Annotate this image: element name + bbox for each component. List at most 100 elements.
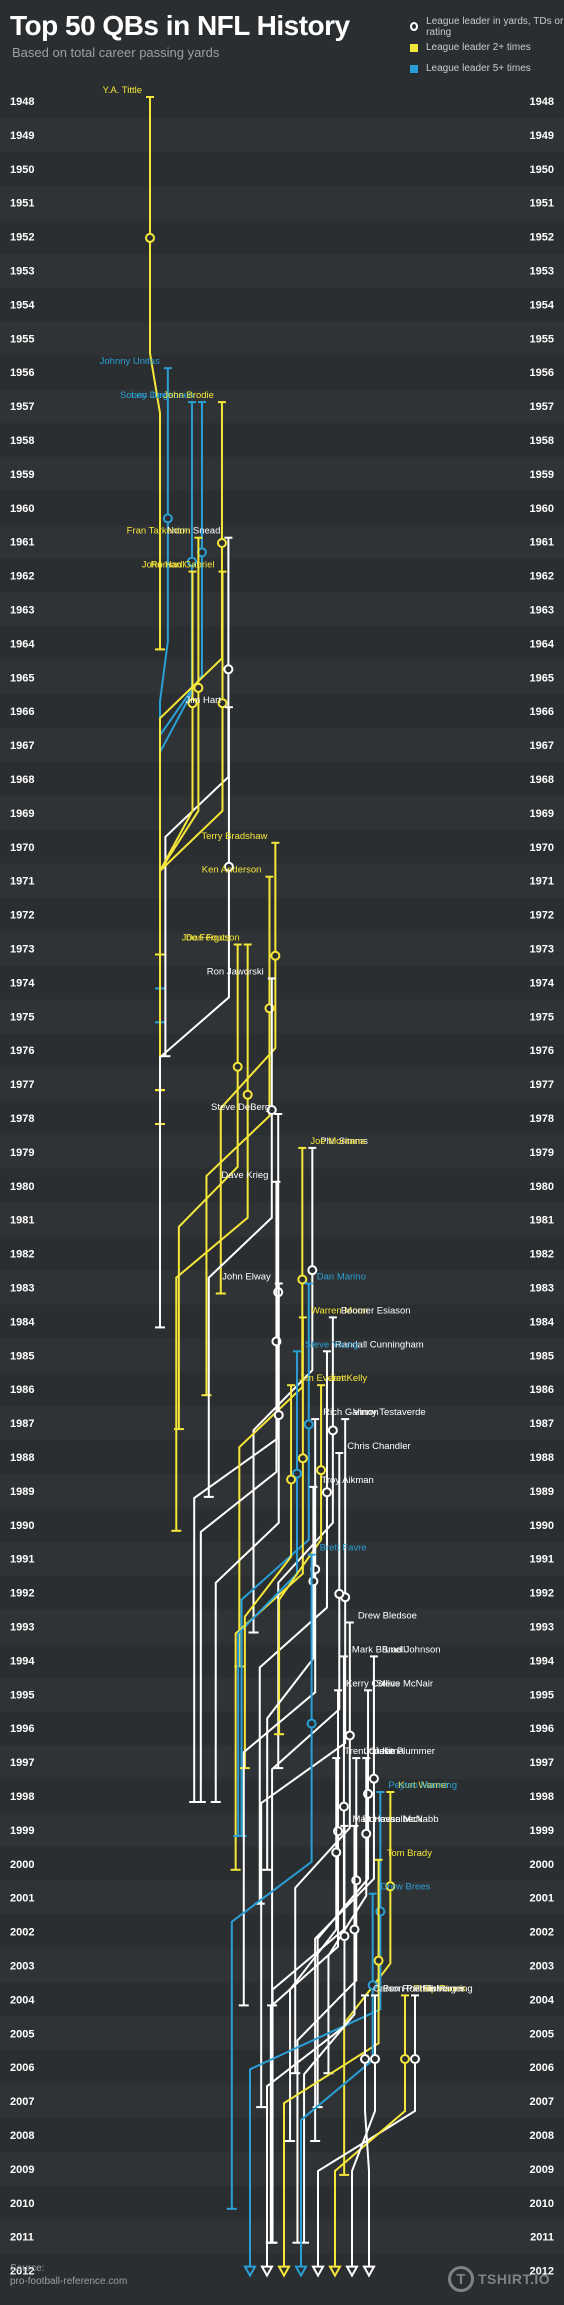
leader-marker	[286, 1474, 297, 1485]
year-band	[0, 660, 564, 695]
career-line-warren-moon	[234, 1317, 304, 1870]
qb-name-chris-chandler: Chris Chandler	[347, 1441, 410, 1452]
qb-name-warren-moon: Warren Moon	[311, 1305, 368, 1316]
qb-name-ben-roethlisberger: Ben Roethlisberger	[383, 1983, 464, 1994]
year-label-right: 1968	[530, 774, 554, 786]
year-label-left: 1980	[10, 1181, 34, 1193]
qb-name-jim-kelly: Jim Kelly	[329, 1373, 367, 1384]
qb-name-phil-simms: Phil Simms	[320, 1136, 368, 1147]
leader-marker	[375, 1906, 386, 1917]
year-label-left: 1972	[10, 910, 34, 922]
logo-mark: T	[448, 2266, 474, 2292]
year-label-left: 1988	[10, 1452, 34, 1464]
career-line-steve-deberg	[193, 1114, 280, 1802]
year-label-left: 1994	[10, 1655, 35, 1667]
year-label-right: 1973	[530, 944, 554, 956]
qb-name-mark-brunell: Mark Brunell	[352, 1644, 405, 1655]
leader-marker	[385, 1881, 396, 1892]
year-label-right: 1991	[530, 1554, 554, 1566]
year-label-right: 1975	[530, 1011, 554, 1023]
year-label-left: 1999	[10, 1825, 34, 1837]
qb-name-rich-gannon: Rich Gannon	[323, 1407, 378, 1418]
year-label-left: 2011	[10, 2232, 34, 2244]
source-value: pro-football-reference.com	[10, 2276, 128, 2287]
qb-name-carson-palmer: Carson Palmer	[373, 1983, 436, 1994]
legend-label-blue: League leader 5+ times	[426, 63, 531, 74]
year-label-left: 1963	[10, 605, 34, 617]
year-label-right: 1970	[530, 842, 554, 854]
year-label-left: 1960	[10, 503, 34, 515]
year-label-left: 1997	[10, 1757, 34, 1769]
qb-name-dan-fouts: Dan Fouts	[186, 933, 230, 944]
year-label-right: 1966	[530, 706, 554, 718]
qb-name-dave-krieg: Dave Krieg	[221, 1170, 268, 1181]
year-label-left: 2006	[10, 2062, 34, 2074]
leader-marker	[266, 1104, 277, 1115]
qb-name-steve-deberg: Steve DeBerg	[211, 1102, 270, 1113]
year-label-left: 1987	[10, 1418, 34, 1430]
year-band	[0, 456, 564, 491]
qb-name-boomer-esiason: Boomer Esiason	[341, 1305, 411, 1316]
active-arrow-icon	[277, 2265, 291, 2278]
year-band	[0, 2219, 564, 2254]
year-label-left: 1995	[10, 1689, 34, 1701]
year-label-right: 1988	[530, 1452, 554, 1464]
leader-marker	[273, 1410, 284, 1421]
year-label-right: 1983	[530, 1283, 554, 1295]
year-band	[0, 253, 564, 288]
year-label-left: 1982	[10, 1249, 34, 1261]
year-label-right: 1959	[530, 469, 554, 481]
year-label-right: 1950	[530, 164, 554, 176]
year-label-right: 2011	[530, 2232, 554, 2244]
year-band	[0, 524, 564, 559]
career-line-ron-jaworski	[207, 978, 273, 1497]
active-arrow-icon	[328, 2265, 342, 2278]
year-label-right: 1996	[530, 1723, 554, 1735]
career-line-philip-rivers	[334, 1995, 406, 2267]
year-label-left: 1981	[10, 1215, 34, 1227]
year-label-left: 2001	[10, 1893, 34, 1905]
chart-subtitle: Based on total career passing yards	[12, 45, 220, 60]
year-label-left: 2003	[10, 1961, 34, 1973]
year-label-right: 1993	[530, 1622, 554, 1634]
leader-marker	[307, 1265, 318, 1276]
year-label-left: 1948	[10, 96, 34, 108]
year-label-right: 1976	[530, 1045, 554, 1057]
year-label-right: 1953	[530, 266, 554, 278]
legend-yellow-swatch	[410, 43, 418, 52]
year-label-right: 1967	[530, 740, 554, 752]
year-label-left: 1958	[10, 435, 34, 447]
year-band	[0, 2084, 564, 2119]
year-label-right: 1952	[530, 232, 554, 244]
active-arrow-icon	[294, 2265, 308, 2278]
active-arrow-icon	[311, 2265, 325, 2278]
year-label-right: 1954	[530, 299, 555, 311]
qb-name-steve-mcnair: Steve McNair	[376, 1678, 433, 1689]
year-label-right: 1992	[530, 1588, 554, 1600]
leader-marker	[349, 1924, 360, 1935]
year-band	[0, 1880, 564, 1915]
year-label-right: 1951	[530, 198, 554, 210]
leader-marker	[363, 1788, 374, 1799]
year-label-right: 1997	[530, 1757, 554, 1769]
year-label-left: 1967	[10, 740, 34, 752]
leader-marker	[186, 556, 197, 567]
year-label-right: 1989	[530, 1486, 554, 1498]
year-band	[0, 1473, 564, 1508]
qb-name-drew-bledsoe: Drew Bledsoe	[358, 1611, 417, 1622]
year-label-left: 1954	[10, 299, 35, 311]
year-label-right: 1961	[530, 537, 554, 549]
qb-name-joe-montana: Joe Montana	[310, 1136, 366, 1147]
career-line-brett-favre	[230, 1554, 313, 2209]
qb-name-troy-aikman: Troy Aikman	[321, 1475, 373, 1486]
active-arrow-icon	[362, 2265, 376, 2278]
year-label-right: 1957	[530, 401, 554, 413]
year-label-right: 1998	[530, 1791, 554, 1803]
qb-name-len-dawson: Len Dawson	[131, 390, 184, 401]
year-label-right: 2012	[530, 2266, 554, 2278]
year-label-left: 1978	[10, 1113, 34, 1125]
year-label-right: 2006	[530, 2062, 554, 2074]
year-label-left: 1973	[10, 944, 34, 956]
year-band	[0, 1812, 564, 1847]
career-line-norm-snead	[164, 537, 230, 1057]
